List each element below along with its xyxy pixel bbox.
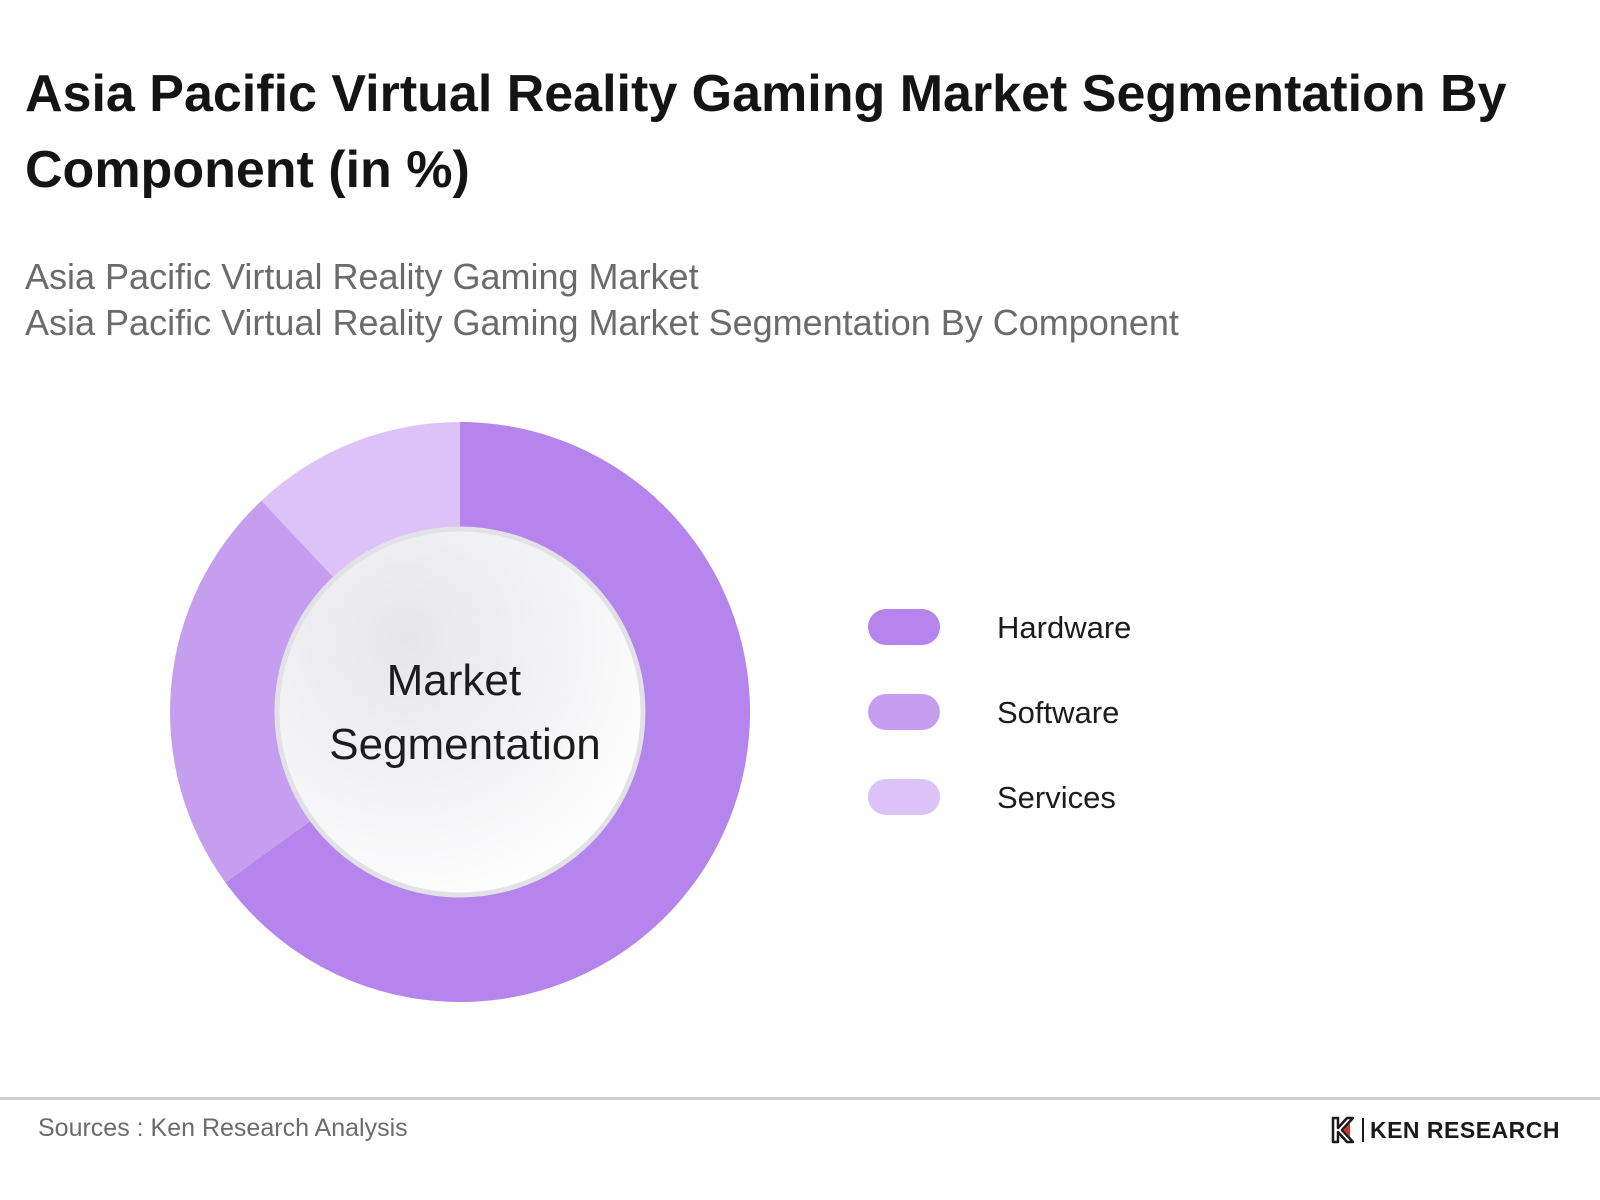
brand-name: KEN RESEARCH xyxy=(1369,1116,1560,1143)
center-label-line-2: Segmentation xyxy=(329,720,601,769)
brand-separator xyxy=(1361,1118,1364,1142)
legend-swatch-services xyxy=(868,779,940,815)
donut-center-circle xyxy=(274,526,646,898)
donut-slices xyxy=(170,422,750,1003)
brand-logo: KEN RESEARCH xyxy=(1330,1116,1560,1144)
center-label-line-1: Market xyxy=(387,656,521,705)
slice-hardware xyxy=(225,422,750,1003)
donut-chart: Market Segmentation Hardware Software Serv… xyxy=(170,422,1131,1003)
subtitle-line-2: Asia Pacific Virtual Reality Gaming Mark… xyxy=(25,302,1179,343)
chart-legend: Hardware Software Services xyxy=(868,609,1131,815)
footer-divider xyxy=(0,1097,1600,1100)
slice-software xyxy=(170,500,335,883)
subtitle-line-1: Asia Pacific Virtual Reality Gaming Mark… xyxy=(25,256,699,297)
slice-services xyxy=(261,422,460,579)
chart-title: Asia Pacific Virtual Reality Gaming Mark… xyxy=(25,65,1507,199)
legend-swatch-hardware xyxy=(868,609,940,645)
legend-label-software: Software xyxy=(997,695,1119,730)
legend-swatch-software xyxy=(868,694,940,730)
center-label: Market Segmentation xyxy=(329,656,601,769)
legend-label-services: Services xyxy=(997,780,1116,815)
subtitle-block: Asia Pacific Virtual Reality Gaming Mark… xyxy=(25,254,1565,346)
source-note: Sources : Ken Research Analysis xyxy=(38,1114,408,1142)
legend-label-hardware: Hardware xyxy=(997,610,1131,645)
ken-research-logo-icon xyxy=(1331,1116,1355,1144)
